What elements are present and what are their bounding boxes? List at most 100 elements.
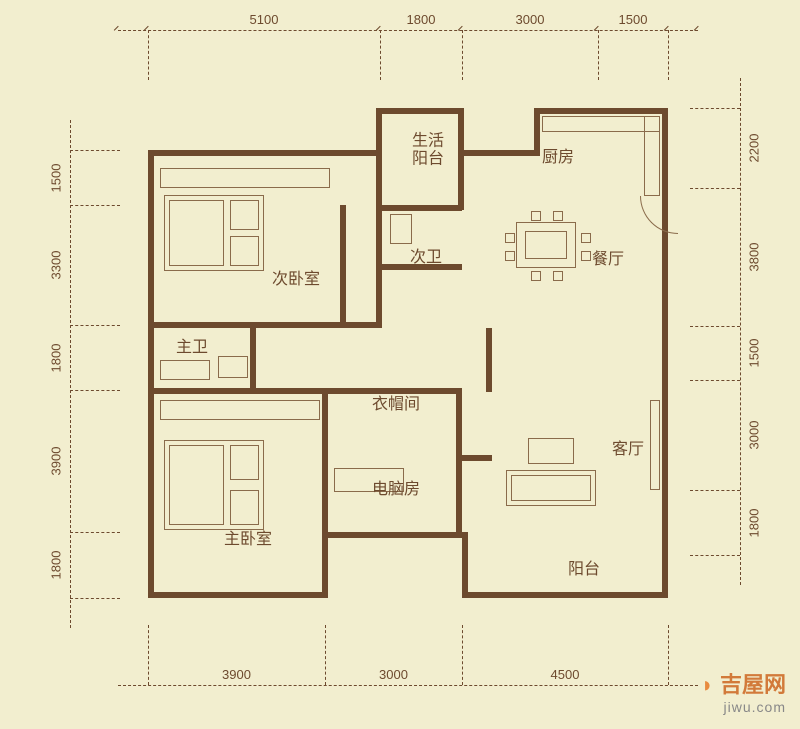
- dim-label-top: 1800: [407, 12, 436, 27]
- chair: [531, 271, 541, 281]
- wall: [340, 205, 346, 325]
- dim-ext: [70, 150, 120, 151]
- watermark: ◗ 吉屋网jiwu.com: [701, 667, 786, 715]
- dim-label-left: 1800: [49, 551, 64, 580]
- dim-line-bottom: [118, 685, 698, 686]
- dim-label-top: 1500: [619, 12, 648, 27]
- bed-master: [164, 440, 264, 530]
- wall: [382, 205, 462, 211]
- dim-ext: [70, 325, 120, 326]
- coffee-table: [528, 438, 574, 464]
- door-arc: [640, 196, 678, 234]
- dim-label-left: 1800: [49, 343, 64, 372]
- dim-ext: [462, 30, 463, 80]
- dim-line-left: [70, 120, 71, 628]
- dim-label-right: 3000: [747, 421, 762, 450]
- chair: [531, 211, 541, 221]
- room-label-客厅: 客厅: [612, 441, 644, 459]
- chair: [505, 251, 515, 261]
- wall: [458, 108, 464, 156]
- wall: [486, 328, 492, 392]
- wall: [534, 108, 540, 156]
- dim-label-right: 2200: [747, 134, 762, 163]
- toilet-secondary: [390, 214, 412, 244]
- wall: [148, 388, 462, 394]
- dim-ext: [70, 390, 120, 391]
- kitchen-counter-side: [644, 116, 660, 196]
- wall: [462, 592, 668, 598]
- room-label-主卧室: 主卧室: [224, 531, 272, 549]
- dim-ext: [690, 108, 740, 109]
- dim-ext: [148, 30, 149, 80]
- room-label-次卧室: 次卧室: [272, 271, 320, 289]
- tv-unit: [650, 400, 660, 490]
- dim-tick: [694, 26, 702, 34]
- dim-ext: [690, 188, 740, 189]
- wall: [456, 455, 492, 461]
- dim-ext: [70, 205, 120, 206]
- dim-ext: [380, 30, 381, 80]
- dim-ext: [462, 625, 463, 685]
- chair: [553, 271, 563, 281]
- sofa: [506, 470, 596, 506]
- dim-label-right: 1800: [747, 508, 762, 537]
- dim-label-top: 3000: [516, 12, 545, 27]
- room-label-餐厅: 餐厅: [592, 251, 624, 269]
- room-label-阳台: 阳台: [568, 561, 600, 579]
- wall: [322, 532, 462, 538]
- dim-ext: [148, 625, 149, 685]
- sink-master: [160, 360, 210, 380]
- room-label-电脑房: 电脑房: [372, 481, 420, 499]
- dim-label-left: 3300: [49, 251, 64, 280]
- wall: [148, 150, 154, 598]
- dim-ext: [690, 490, 740, 491]
- room-label-生活阳台: 生活阳台: [412, 132, 444, 167]
- watermark-url: jiwu.com: [701, 699, 786, 715]
- dim-ext: [70, 532, 120, 533]
- room-label-衣帽间: 衣帽间: [372, 396, 420, 414]
- room-label-次卫: 次卫: [410, 249, 442, 267]
- chair: [553, 211, 563, 221]
- bed-secondary: [164, 195, 264, 271]
- chair: [581, 251, 591, 261]
- wall: [250, 328, 256, 390]
- dim-ext: [598, 30, 599, 80]
- dim-label-left: 1500: [49, 163, 64, 192]
- dim-line-top: [118, 30, 698, 31]
- wall: [458, 150, 538, 156]
- toilet-master: [218, 356, 248, 378]
- wall: [376, 108, 462, 114]
- chair: [505, 233, 515, 243]
- dim-ext: [690, 380, 740, 381]
- chair: [581, 233, 591, 243]
- dim-ext: [690, 326, 740, 327]
- dim-ext: [325, 625, 326, 685]
- dim-line-right: [740, 78, 741, 585]
- kitchen-counter: [542, 116, 660, 132]
- wall: [148, 322, 382, 328]
- dim-ext: [668, 30, 669, 80]
- dim-label-bottom: 3000: [379, 667, 408, 682]
- floorplan-canvas: 5100180030001500390030004500150033001800…: [0, 0, 800, 729]
- room-label-厨房: 厨房: [542, 149, 574, 167]
- dim-ext: [70, 598, 120, 599]
- wardrobe-master: [160, 400, 320, 420]
- dim-label-right: 3800: [747, 243, 762, 272]
- wall: [458, 150, 464, 210]
- wall: [376, 150, 382, 326]
- dim-label-right: 1500: [747, 339, 762, 368]
- wall: [148, 150, 380, 156]
- watermark-logo: ◗ 吉屋网: [701, 667, 786, 699]
- wall: [322, 390, 328, 598]
- wall: [376, 108, 382, 156]
- wall: [662, 108, 668, 598]
- dim-tick: [114, 26, 122, 34]
- wall: [462, 532, 468, 598]
- dim-label-left: 3900: [49, 447, 64, 476]
- dim-label-bottom: 4500: [551, 667, 580, 682]
- room-label-主卫: 主卫: [176, 339, 208, 357]
- dim-ext: [690, 555, 740, 556]
- dining-table: [516, 222, 576, 268]
- dim-label-bottom: 3900: [222, 667, 251, 682]
- wardrobe-secondary: [160, 168, 330, 188]
